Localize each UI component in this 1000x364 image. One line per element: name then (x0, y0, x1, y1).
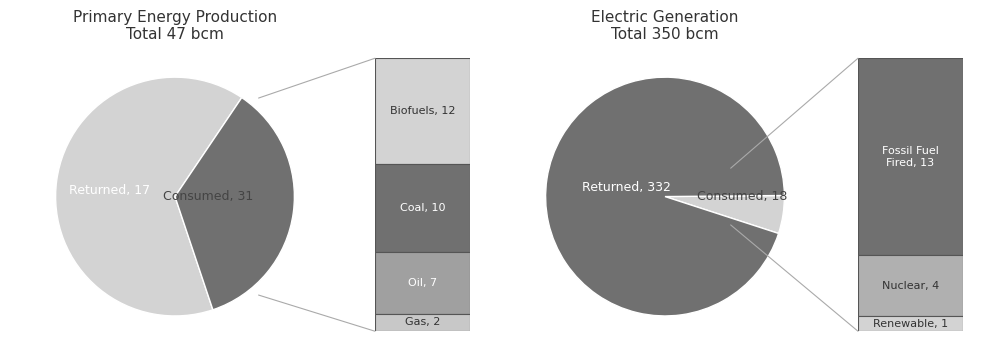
Text: Returned, 332: Returned, 332 (582, 181, 671, 194)
Bar (375, 164, 470, 252)
Wedge shape (56, 77, 242, 316)
Wedge shape (175, 98, 294, 310)
Bar (375, 252, 470, 314)
Text: Biofuels, 12: Biofuels, 12 (390, 106, 455, 116)
Bar (858, 58, 963, 256)
Wedge shape (546, 77, 784, 316)
Bar (858, 316, 963, 331)
Text: Nuclear, 4: Nuclear, 4 (882, 281, 939, 291)
Text: Consumed, 18: Consumed, 18 (697, 190, 788, 203)
Bar (858, 256, 963, 316)
Bar (375, 314, 470, 331)
Title: Primary Energy Production
Total 47 bcm: Primary Energy Production Total 47 bcm (73, 9, 277, 42)
Text: Oil, 7: Oil, 7 (408, 278, 437, 288)
Wedge shape (665, 195, 784, 233)
Text: Consumed, 31: Consumed, 31 (163, 190, 254, 203)
Title: Electric Generation
Total 350 bcm: Electric Generation Total 350 bcm (591, 9, 739, 42)
Text: Renewable, 1: Renewable, 1 (873, 318, 948, 329)
Text: Coal, 10: Coal, 10 (400, 203, 445, 213)
Bar (375, 58, 470, 164)
Text: Gas, 2: Gas, 2 (405, 317, 440, 328)
Text: Fossil Fuel
Fired, 13: Fossil Fuel Fired, 13 (882, 146, 939, 168)
Text: Returned, 17: Returned, 17 (69, 184, 150, 197)
